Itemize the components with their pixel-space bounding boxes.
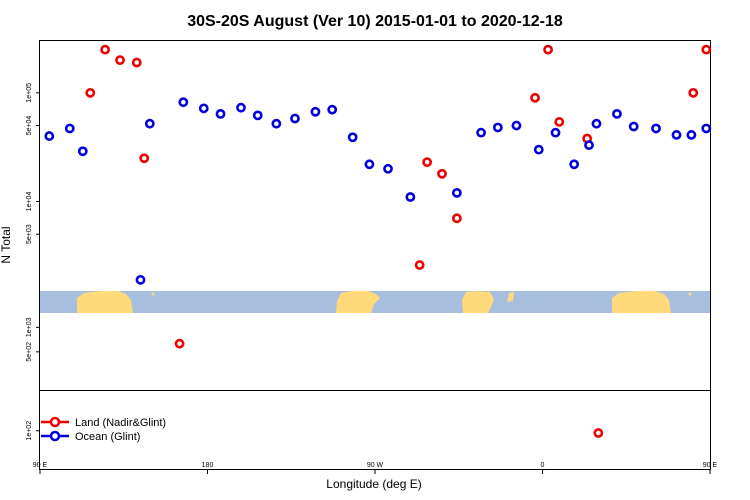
land-mass	[507, 292, 514, 302]
plot-frames	[39, 40, 711, 470]
y-tick-label: 1e+04	[26, 192, 33, 212]
land-point	[139, 153, 150, 164]
land-mass	[462, 291, 494, 313]
ocean-point	[569, 159, 580, 170]
land-point	[530, 92, 540, 103]
ocean-point	[64, 123, 75, 134]
land-point	[100, 44, 111, 55]
ocean-point	[591, 118, 602, 129]
land-point	[543, 44, 553, 55]
land-mass	[336, 291, 380, 313]
land-point	[174, 338, 185, 349]
ocean-point	[198, 103, 209, 114]
y-axis: 5e+03 1e+04 5e+04 1e+05 5e+02 1e+03 1e+02	[26, 83, 40, 441]
chart-title: 30S-20S August (Ver 10) 2015-01-01 to 20…	[187, 13, 563, 30]
land-point	[414, 260, 425, 270]
ocean-point	[492, 122, 503, 133]
ocean-point	[651, 123, 661, 134]
world-map-strip	[40, 291, 711, 313]
land-point	[593, 428, 604, 438]
land-mass	[612, 291, 671, 313]
y-tick-label: 5e+02	[26, 342, 33, 362]
ocean-point	[290, 113, 300, 124]
ocean-point	[310, 106, 321, 117]
land-point	[701, 44, 712, 55]
ocean-point	[533, 144, 544, 155]
legend: Land (Nadir&Glint) Ocean (Glint)	[41, 416, 166, 443]
land-point	[115, 55, 125, 66]
ocean-point	[327, 104, 338, 115]
y-tick-label: 5e+04	[26, 116, 33, 136]
x-axis: 90 E 180 90 W 0 90 E	[33, 462, 718, 474]
land-point	[688, 87, 699, 98]
ocean-point	[476, 127, 486, 138]
ocean-point	[135, 274, 146, 285]
ocean-point	[405, 192, 416, 202]
ocean-point	[347, 132, 358, 143]
x-tick-label: 90 W	[367, 462, 384, 469]
ocean-point	[383, 163, 393, 174]
ocean-point	[628, 121, 639, 132]
ocean-point	[215, 108, 226, 119]
x-tick-label: 90 E	[33, 462, 48, 469]
ocean-point	[236, 102, 246, 113]
legend-label-land: Land (Nadir&Glint)	[75, 417, 166, 429]
x-tick-label: 0	[541, 462, 545, 469]
land-point	[422, 157, 433, 168]
plot-frame	[39, 40, 711, 470]
land-point	[554, 117, 565, 127]
y-tick-label: 1e+05	[26, 83, 33, 103]
ocean-point	[686, 130, 697, 140]
land-point	[437, 168, 447, 179]
ocean-point	[701, 123, 712, 134]
ocean-point	[612, 108, 622, 119]
data-points	[44, 44, 712, 438]
land-mass	[688, 292, 692, 296]
y-axis-label: N Total	[0, 226, 13, 263]
land-mass	[77, 291, 133, 313]
ocean-point	[584, 140, 594, 151]
legend-marker-land	[49, 416, 61, 428]
ocean-point	[178, 97, 189, 108]
ocean-point	[550, 127, 561, 138]
ocean-point	[511, 120, 522, 131]
y-tick-label: 1e+03	[26, 317, 33, 337]
x-tick-label: 180	[202, 462, 214, 469]
ocean-point	[144, 118, 155, 129]
ocean-point	[252, 110, 263, 121]
land-point	[451, 213, 462, 224]
ocean-point	[271, 118, 282, 129]
ocean-point	[364, 159, 375, 170]
x-axis-label: Longitude (deg E)	[326, 477, 421, 491]
land-mass	[151, 292, 155, 296]
land-point	[85, 87, 96, 98]
ocean-point	[44, 131, 55, 141]
legend-label-ocean: Ocean (Glint)	[75, 431, 140, 443]
y-tick-label: 5e+03	[26, 224, 33, 244]
ocean-point	[451, 187, 462, 198]
ocean-point	[671, 130, 682, 140]
land-point	[131, 57, 142, 68]
x-tick-label: 90 E	[703, 462, 718, 469]
y-tick-label: 1e+02	[26, 421, 33, 441]
legend-marker-ocean	[49, 430, 61, 442]
ocean-point	[77, 146, 88, 157]
